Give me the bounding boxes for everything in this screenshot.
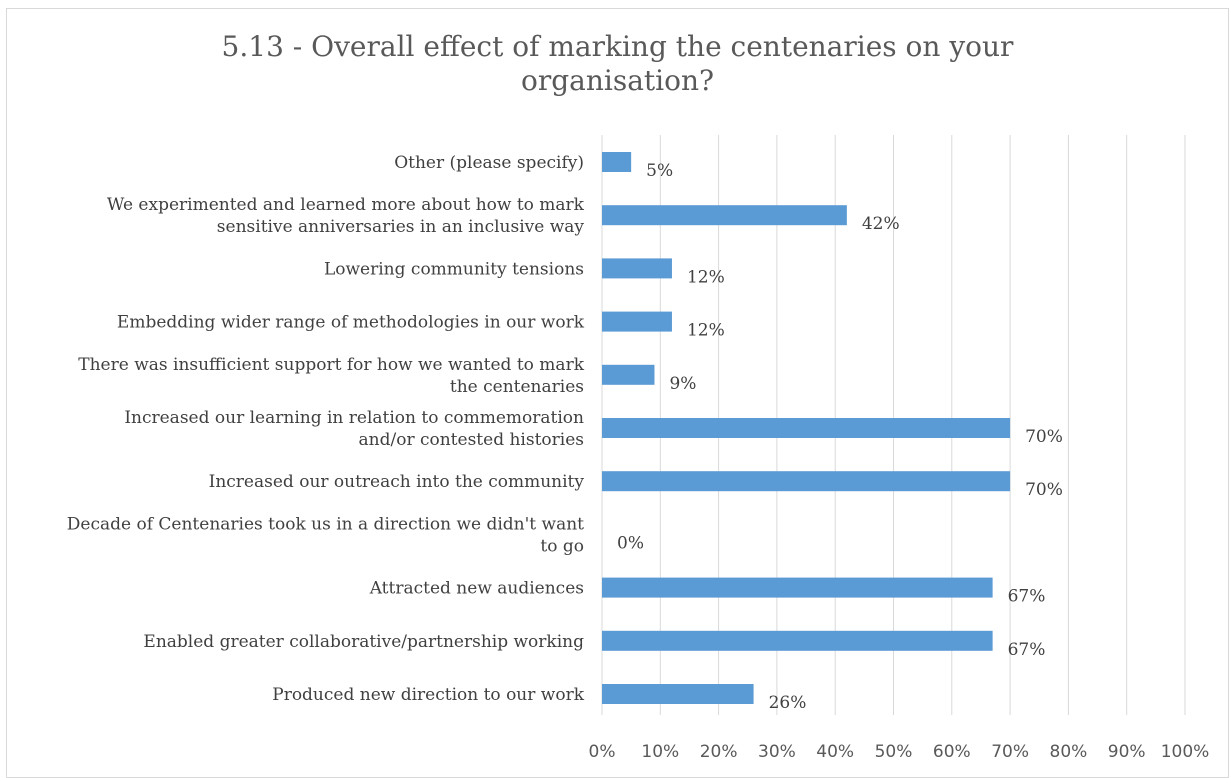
x-tick-label-8: 80% (1050, 742, 1088, 762)
category-label-1-line-1: sensitive anniversaries in an inclusive … (217, 217, 585, 237)
data-label-10: 26% (769, 693, 807, 713)
chart-title-line-2: organisation? (520, 64, 715, 97)
x-tick-label-4: 40% (816, 742, 854, 762)
category-label-2-line-0: Lowering community tensions (324, 259, 584, 279)
chart-title-line-1: 5.13 - Overall effect of marking the cen… (221, 30, 1014, 63)
bar-2 (602, 258, 672, 279)
bar-5 (602, 418, 1011, 438)
data-label-8: 67% (1008, 587, 1046, 607)
category-label-7-line-1: to go (540, 536, 584, 556)
data-label-3: 12% (687, 321, 725, 341)
category-label-6-line-0: Increased our outreach into the communit… (209, 472, 585, 492)
bar-3 (602, 311, 672, 332)
data-label-6: 70% (1025, 480, 1063, 500)
data-label-0: 5% (646, 161, 673, 181)
x-tick-label-1: 10% (641, 742, 679, 762)
data-label-9: 67% (1008, 640, 1046, 660)
data-label-7: 0% (617, 533, 644, 553)
category-label-9-line-0: Enabled greater collaborative/partnershi… (143, 632, 584, 652)
x-tick-label-7: 70% (991, 742, 1029, 762)
data-label-5: 70% (1025, 427, 1063, 447)
category-label-7-line-0: Decade of Centenaries took us in a direc… (67, 514, 584, 534)
bar-10 (602, 684, 754, 704)
category-label-0-line-0: Other (please specify) (394, 153, 584, 173)
bar-6 (602, 471, 1011, 492)
x-tick-label-0: 0% (589, 742, 616, 762)
x-tick-label-6: 60% (933, 742, 971, 762)
category-label-10-line-0: Produced new direction to our work (272, 685, 584, 705)
x-tick-label-10: 100% (1161, 742, 1210, 762)
chart-title: 5.13 - Overall effect of marking the cen… (6, 30, 1229, 98)
x-tick-label-3: 30% (758, 742, 796, 762)
bar-9 (602, 630, 993, 651)
x-tick-label-2: 20% (700, 742, 738, 762)
bar-4 (602, 364, 655, 385)
category-label-3-line-0: Embedding wider range of methodologies i… (117, 313, 585, 333)
category-label-5-line-0: Increased our learning in relation to co… (124, 408, 584, 428)
x-tick-label-5: 50% (875, 742, 913, 762)
category-label-5-line-1: and/or contested histories (359, 430, 584, 450)
category-label-4-line-1: the centenaries (450, 377, 584, 397)
category-label-8-line-0: Attracted new audiences (369, 579, 584, 599)
bar-0 (602, 152, 632, 172)
bar-8 (602, 577, 993, 598)
data-label-1: 42% (862, 214, 900, 234)
category-label-1-line-0: We experimented and learned more about h… (107, 195, 585, 215)
category-label-4-line-0: There was insufficient support for how w… (78, 355, 584, 375)
data-label-2: 12% (687, 267, 725, 287)
x-tick-label-9: 90% (1108, 742, 1146, 762)
bar-1 (602, 205, 847, 226)
data-label-4: 9% (669, 374, 696, 394)
